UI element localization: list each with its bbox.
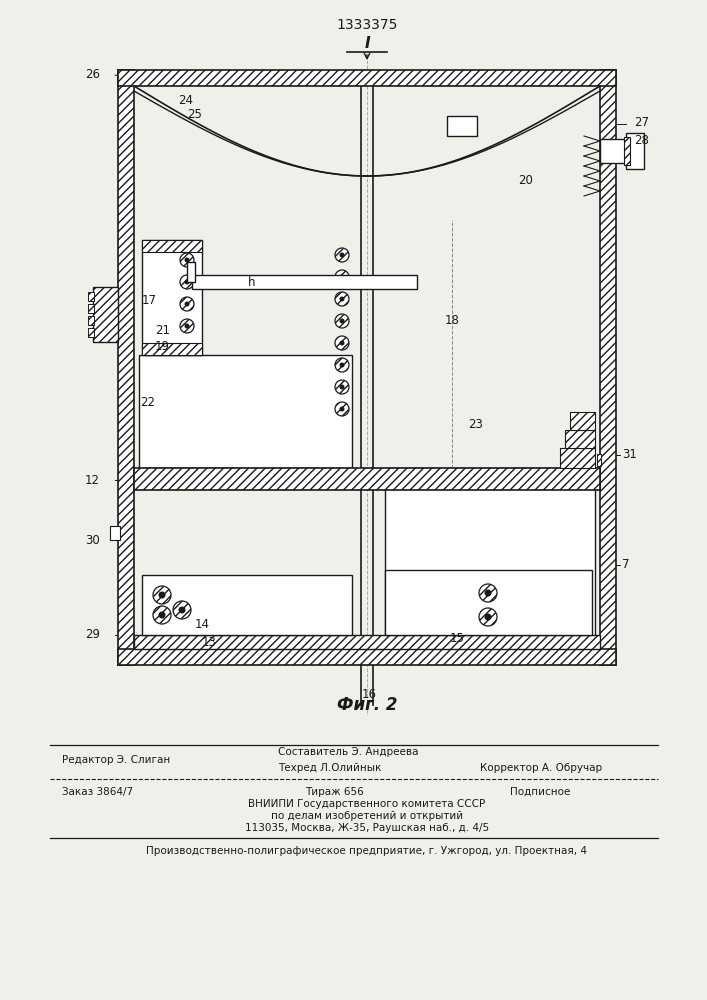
Text: 31: 31 <box>622 448 637 462</box>
Circle shape <box>335 402 349 416</box>
Circle shape <box>335 336 349 350</box>
Circle shape <box>339 318 344 324</box>
Bar <box>192 275 417 289</box>
Bar <box>600 70 616 665</box>
Bar <box>624 137 630 165</box>
Bar <box>88 328 94 337</box>
Text: Составитель Э. Андреева: Составитель Э. Андреева <box>278 747 419 757</box>
Circle shape <box>335 358 349 372</box>
Circle shape <box>479 584 497 602</box>
Text: 30: 30 <box>86 534 100 546</box>
Text: Подписное: Подписное <box>510 787 571 797</box>
Circle shape <box>335 380 349 394</box>
Text: Заказ 3864/7: Заказ 3864/7 <box>62 787 133 797</box>
Circle shape <box>180 275 194 289</box>
Text: 22: 22 <box>140 395 155 408</box>
Circle shape <box>153 586 171 604</box>
Bar <box>626 133 644 169</box>
Circle shape <box>178 606 185 613</box>
Text: 26: 26 <box>85 68 100 82</box>
Text: 27: 27 <box>634 115 649 128</box>
Bar <box>447 116 477 136</box>
Circle shape <box>339 296 344 302</box>
Text: 24: 24 <box>178 94 193 106</box>
Text: 21: 21 <box>155 324 170 336</box>
Circle shape <box>335 314 349 328</box>
Bar <box>118 649 616 665</box>
Bar <box>88 316 94 325</box>
Text: 13: 13 <box>202 636 217 648</box>
Bar <box>88 304 94 313</box>
Text: 14: 14 <box>195 618 210 632</box>
Text: 19: 19 <box>155 340 170 354</box>
Text: 7: 7 <box>622 558 629 572</box>
Text: 15: 15 <box>450 632 465 645</box>
Text: 18: 18 <box>445 314 460 326</box>
Text: Фиг. 2: Фиг. 2 <box>337 696 397 714</box>
Circle shape <box>339 362 344 367</box>
Text: 25: 25 <box>187 108 202 121</box>
Circle shape <box>185 279 189 284</box>
Text: 29: 29 <box>85 629 100 642</box>
Bar <box>139 355 352 468</box>
Text: 23: 23 <box>468 418 483 432</box>
Bar <box>142 240 202 252</box>
Circle shape <box>339 384 344 389</box>
Text: Редактор Э. Слиган: Редактор Э. Слиган <box>62 755 170 765</box>
Bar <box>385 570 592 635</box>
Circle shape <box>339 406 344 412</box>
Bar <box>93 287 118 342</box>
Circle shape <box>335 248 349 262</box>
Text: Производственно-полиграфическое предприятие, г. Ужгород, ул. Проектная, 4: Производственно-полиграфическое предприя… <box>146 846 588 856</box>
Text: Тираж 656: Тираж 656 <box>305 787 363 797</box>
Circle shape <box>158 591 165 598</box>
Bar <box>134 468 600 490</box>
Bar <box>560 448 595 468</box>
Bar <box>142 240 202 355</box>
Circle shape <box>484 613 491 620</box>
Circle shape <box>335 292 349 306</box>
Circle shape <box>339 340 344 346</box>
Circle shape <box>153 606 171 624</box>
Circle shape <box>335 270 349 284</box>
Circle shape <box>185 302 189 306</box>
Text: 113035, Москва, Ж-35, Раушская наб., д. 4/5: 113035, Москва, Ж-35, Раушская наб., д. … <box>245 823 489 833</box>
Text: Техред Л.Олийнык: Техред Л.Олийнык <box>278 763 381 773</box>
Bar <box>597 454 601 466</box>
Text: 20: 20 <box>518 174 533 186</box>
Circle shape <box>180 297 194 311</box>
Text: 28: 28 <box>634 133 649 146</box>
Text: по делам изобретений и открытий: по делам изобретений и открытий <box>271 811 463 821</box>
Bar <box>565 430 595 448</box>
Text: Корректор А. Обручар: Корректор А. Обручар <box>480 763 602 773</box>
Bar <box>118 70 134 665</box>
Bar <box>88 292 94 301</box>
Circle shape <box>339 274 344 279</box>
Bar <box>142 575 352 635</box>
Circle shape <box>158 611 165 618</box>
Circle shape <box>479 608 497 626</box>
Text: 1333375: 1333375 <box>337 18 397 32</box>
Bar <box>600 139 641 163</box>
Circle shape <box>180 319 194 333</box>
Text: 12: 12 <box>85 474 100 487</box>
Bar <box>385 468 595 649</box>
Text: 17: 17 <box>142 294 157 306</box>
Bar <box>142 343 202 355</box>
Circle shape <box>173 601 191 619</box>
Text: h: h <box>248 275 255 288</box>
Text: ВНИИПИ Государственного комитета СССР: ВНИИПИ Государственного комитета СССР <box>248 799 486 809</box>
Bar <box>570 412 595 430</box>
Circle shape <box>185 324 189 328</box>
Text: 16: 16 <box>362 688 377 702</box>
Circle shape <box>484 589 491 596</box>
Bar <box>118 70 616 86</box>
Circle shape <box>339 252 344 257</box>
Bar <box>187 262 195 282</box>
Bar <box>134 635 600 649</box>
Bar <box>110 526 120 540</box>
Circle shape <box>180 253 194 267</box>
Circle shape <box>185 257 189 262</box>
Text: I: I <box>364 36 370 51</box>
